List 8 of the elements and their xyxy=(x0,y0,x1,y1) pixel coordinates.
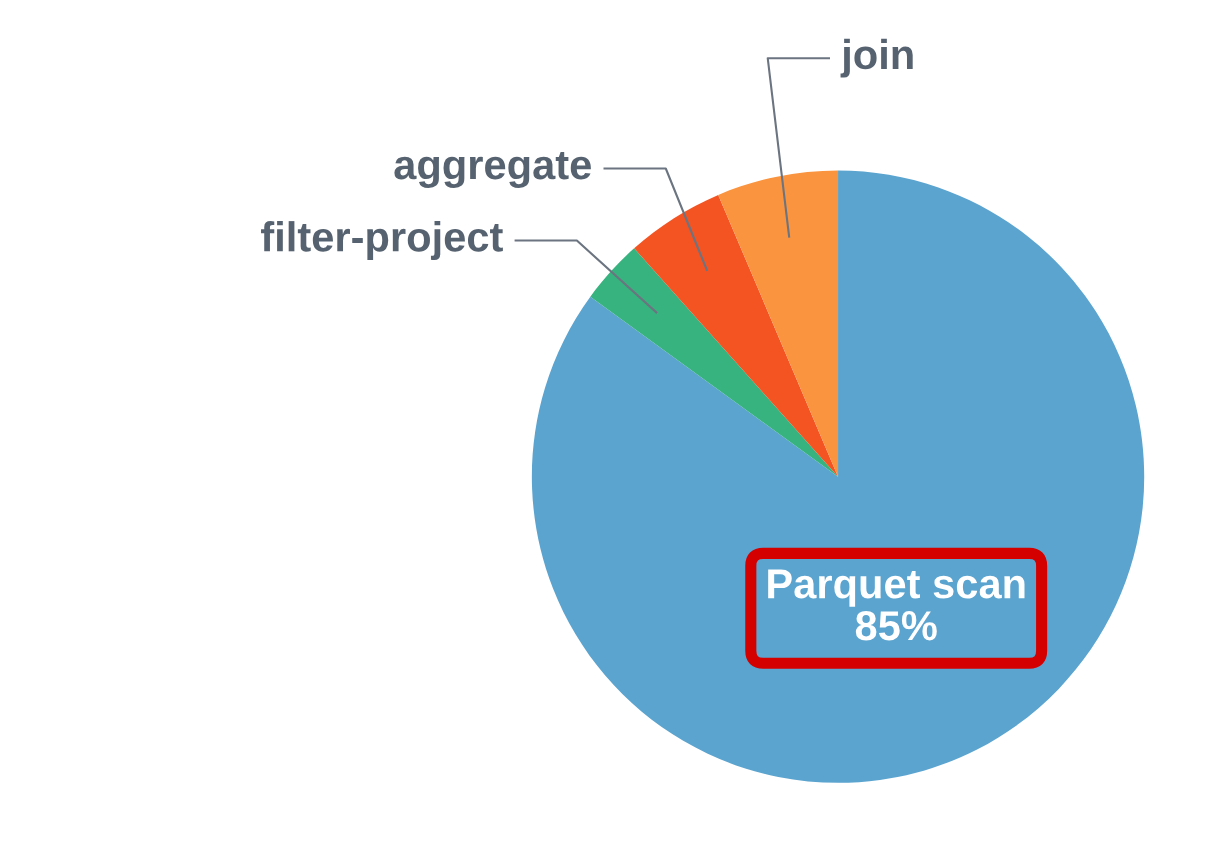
slice-label: filter-project xyxy=(261,221,503,260)
pie-slice xyxy=(590,248,839,477)
slice-label: aggregate xyxy=(394,151,591,188)
pie-slice xyxy=(634,194,839,477)
data-label: 85% xyxy=(855,610,937,641)
slice-label: join xyxy=(840,38,913,78)
slice-label: Parquet scan xyxy=(768,569,1025,607)
pie-slice xyxy=(718,170,839,477)
